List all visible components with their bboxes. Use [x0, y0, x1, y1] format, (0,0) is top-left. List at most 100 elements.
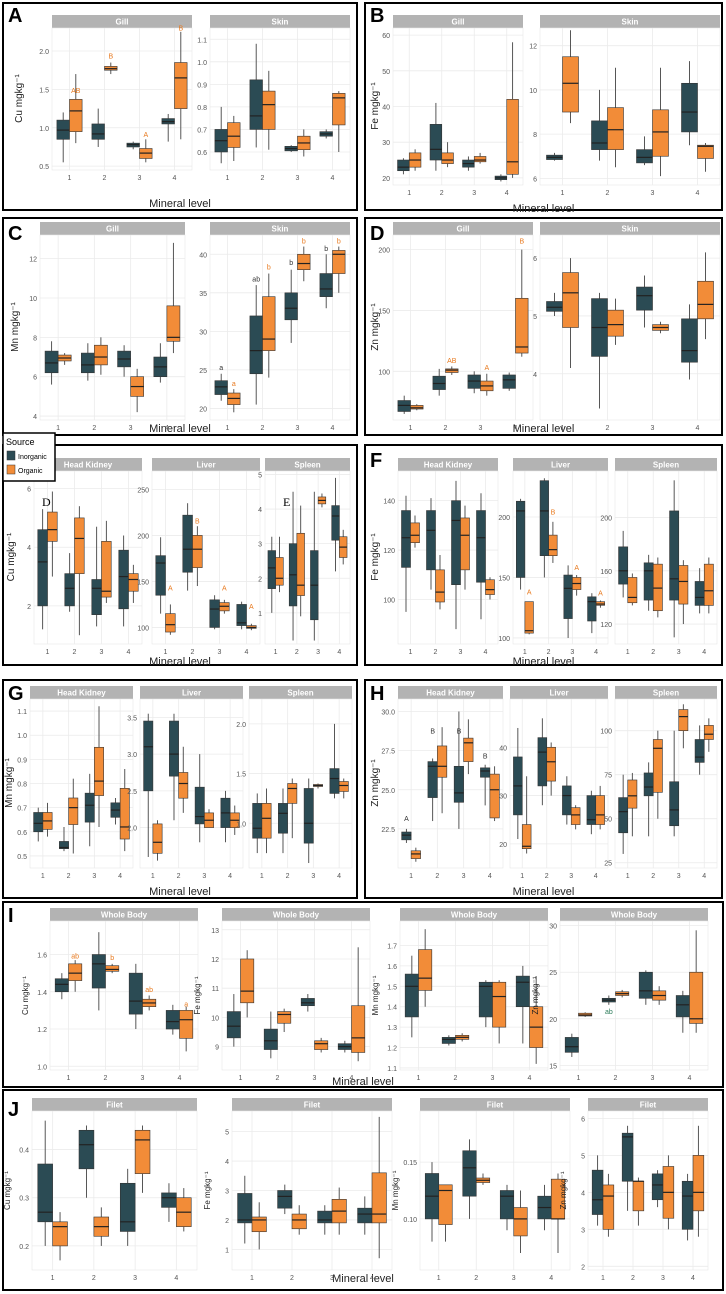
y-tick-label: 4	[27, 545, 31, 552]
y-axis-title: Mn mgkg⁻¹	[10, 301, 21, 351]
box-organic	[480, 373, 494, 396]
box-body	[636, 149, 653, 164]
x-tick-label: 1	[51, 1275, 55, 1282]
x-tick-label: 2	[92, 425, 96, 432]
y-tick-label: 30	[499, 794, 507, 801]
box-inorganic	[44, 341, 59, 385]
y-tick-label: 3	[225, 1189, 229, 1196]
y-axis-title: Cu mgkg⁻¹	[6, 532, 17, 581]
plot-area	[39, 234, 186, 421]
y-tick-label: 100	[498, 636, 510, 643]
y-tick-label: 0.2	[19, 1244, 29, 1251]
box-body	[128, 573, 139, 592]
box-organic	[595, 600, 605, 608]
box-inorganic	[277, 1184, 293, 1215]
box-organic	[139, 139, 153, 163]
box-body	[236, 604, 247, 626]
box-organic	[192, 526, 203, 587]
box-body	[427, 761, 438, 798]
box-body	[546, 746, 556, 782]
x-tick-label: 1	[46, 649, 50, 656]
x-axis-title: Mineral level	[513, 656, 575, 668]
x-tick-label: 1	[417, 1075, 421, 1082]
box-organic	[627, 573, 638, 606]
box-body	[451, 500, 461, 585]
x-tick-label: 1	[56, 425, 60, 432]
box-inorganic	[300, 994, 315, 1012]
box-organic	[703, 718, 714, 752]
y-tick-label: 3.5	[127, 715, 137, 722]
box-body	[105, 965, 120, 972]
box-body	[182, 514, 193, 573]
box-inorganic	[546, 152, 563, 161]
box-body	[570, 807, 581, 825]
box-body	[91, 123, 105, 140]
box-body	[638, 971, 653, 999]
y-tick-label: 100	[378, 369, 390, 376]
box-body	[91, 579, 102, 615]
box-organic	[697, 252, 714, 340]
significance-label: B	[178, 25, 183, 32]
box-body	[694, 739, 705, 763]
significance-label: a	[184, 1002, 188, 1009]
box-body	[681, 1180, 694, 1230]
x-tick-label: 4	[488, 873, 492, 880]
panel-border	[364, 217, 723, 436]
box-organic	[94, 337, 108, 375]
x-tick-label: 1	[561, 425, 565, 432]
y-tick-label: 2	[225, 1218, 229, 1225]
x-tick-label: 3	[92, 873, 96, 880]
y-tick-label: 2.0	[39, 49, 49, 56]
significance-label: a	[232, 381, 236, 388]
box-organic	[297, 129, 311, 157]
panel-label: F	[370, 450, 382, 472]
box-body	[694, 581, 705, 606]
box-organic	[104, 62, 118, 75]
box-inorganic	[329, 723, 340, 799]
box-body	[401, 510, 411, 568]
x-axis-title: Mineral level	[149, 886, 211, 898]
box-body	[438, 1184, 453, 1225]
box-body	[462, 1150, 477, 1197]
y-tick-label: 0.7	[197, 127, 207, 134]
y-axis-title: Fe mgkg⁻¹	[370, 533, 381, 581]
box-inorganic	[636, 136, 653, 166]
box-body	[262, 296, 276, 351]
plot-area	[392, 234, 534, 421]
panel-border	[2, 2, 358, 211]
facet-title: Liver	[196, 461, 215, 470]
box-inorganic	[117, 345, 131, 377]
box-inorganic	[37, 509, 48, 630]
y-tick-label: 60	[382, 33, 390, 40]
box-body	[651, 1173, 664, 1201]
box-organic	[521, 776, 532, 854]
box-organic	[562, 30, 579, 124]
x-axis-title: Mineral level	[149, 656, 211, 668]
box-body	[165, 1010, 180, 1030]
box-body	[152, 823, 163, 854]
box-body	[371, 1172, 387, 1224]
facet-strip	[393, 222, 533, 235]
y-tick-label: 120	[600, 622, 612, 629]
facet-title: Whole Body	[611, 911, 658, 920]
y-tick-label: 75	[604, 773, 612, 780]
y-tick-label: 20	[499, 842, 507, 849]
box-body	[618, 546, 629, 585]
x-tick-label: 4	[594, 873, 598, 880]
x-tick-label: 1	[226, 175, 230, 182]
box-body	[632, 1180, 645, 1212]
x-tick-label: 1	[523, 649, 527, 656]
y-tick-label: 1.2	[387, 1046, 397, 1053]
facet-strip	[540, 15, 720, 28]
y-tick-label: 140	[383, 499, 395, 506]
x-tick-label: 3	[651, 1075, 655, 1082]
panel-label: G	[8, 683, 24, 705]
box-body	[548, 534, 558, 556]
panel-label: D	[370, 223, 384, 245]
x-tick-label: 3	[661, 1275, 665, 1282]
box-organic	[689, 930, 704, 1033]
box-body	[410, 850, 421, 859]
facet-strip	[249, 686, 352, 699]
box-body	[473, 156, 487, 163]
